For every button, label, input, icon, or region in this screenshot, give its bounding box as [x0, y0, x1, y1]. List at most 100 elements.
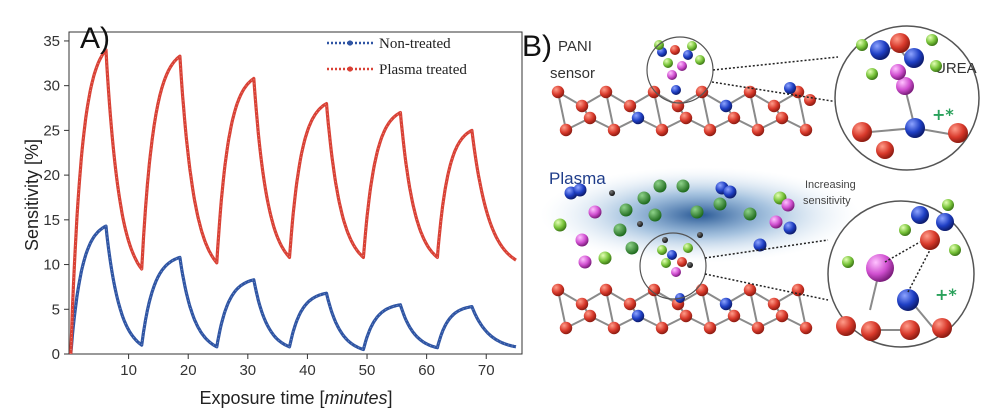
- series-dots-non-treated: [70, 225, 517, 355]
- bond: [605, 289, 615, 329]
- y-tick-label: 20: [43, 167, 60, 184]
- red-atom: [647, 85, 661, 99]
- x-axis-title-main: Exposure time [: [199, 388, 324, 408]
- red-atom: [948, 123, 968, 143]
- x-axis-title: Exposure time [minutes]: [199, 388, 392, 408]
- green-atom: [926, 34, 938, 46]
- red-atom: [900, 320, 920, 340]
- red-atom: [599, 85, 613, 99]
- legend-label-non-treated: Non-treated: [379, 36, 451, 52]
- red-atom: [607, 123, 621, 137]
- green-atom: [930, 60, 942, 72]
- red-atom: [559, 123, 573, 137]
- y-tick-label: 30: [43, 78, 60, 95]
- legend: Non-treated Plasma treated: [327, 36, 467, 78]
- sensitivity-chart: 0 5 10 15 20 25 30 35 10 20 30 40 50 60 70 A) Sensiti…: [22, 22, 523, 408]
- blue-atom: [870, 40, 890, 60]
- y-tick-label: 35: [43, 33, 60, 50]
- red-atom: [751, 123, 765, 137]
- red-atom: [703, 123, 717, 137]
- blue-atom: [683, 50, 693, 60]
- bond: [653, 91, 663, 131]
- dark-green-atom: [653, 179, 667, 193]
- green-atom: [553, 218, 567, 232]
- x-tick-label: 10: [120, 362, 137, 379]
- x-tick-label: 60: [418, 362, 435, 379]
- y-tick-label: 0: [52, 346, 60, 363]
- red-atom: [599, 283, 613, 297]
- red-atom: [743, 283, 757, 297]
- red-atom: [647, 283, 661, 297]
- green-atom: [663, 58, 673, 68]
- red-atom: [775, 309, 789, 323]
- sensor-label: sensor: [550, 65, 595, 82]
- red-atom: [861, 321, 881, 341]
- green-atom: [661, 258, 671, 268]
- zoom-top-content: +*: [852, 33, 968, 159]
- urea-label: UREA: [935, 60, 977, 77]
- increasing-label: Increasing: [805, 179, 856, 191]
- red-atom: [836, 316, 856, 336]
- dark-green-atom: [625, 241, 639, 255]
- series-layer: [69, 48, 517, 355]
- sensitivity-label: sensitivity: [803, 195, 851, 207]
- green-atom: [683, 243, 693, 253]
- magenta-atom: [677, 61, 687, 71]
- red-atom: [623, 297, 637, 311]
- red-atom: [655, 321, 669, 335]
- red-atom: [751, 321, 765, 335]
- magenta-atom: [890, 64, 906, 80]
- dark-green-atom: [613, 223, 627, 237]
- x-axis-title-end: ]: [388, 388, 393, 408]
- red-atom: [727, 309, 741, 323]
- blue-atom: [631, 111, 645, 125]
- plot-frame: [68, 31, 523, 355]
- red-atom: [932, 318, 952, 338]
- magenta-atom: [671, 267, 681, 277]
- blue-atom: [783, 221, 797, 235]
- blue-atom: [671, 85, 681, 95]
- legend-marker-plasma-treated: [347, 66, 353, 72]
- plasma-particles: [553, 179, 797, 303]
- red-atom: [791, 283, 805, 297]
- red-atom: [583, 309, 597, 323]
- red-atom: [695, 85, 709, 99]
- legend-marker-non-treated: [347, 40, 353, 46]
- bond: [797, 91, 807, 131]
- red-atom: [679, 111, 693, 125]
- red-atom: [671, 99, 685, 113]
- blue-atom: [719, 99, 733, 113]
- green-atom: [866, 68, 878, 80]
- green-atom: [942, 199, 954, 211]
- red-atom: [920, 230, 940, 250]
- x-axis-ticks: 10 20 30 40 50 60 70: [120, 354, 495, 379]
- y-tick-label: 10: [43, 257, 60, 274]
- red-atom: [677, 257, 687, 267]
- blue-atom: [667, 250, 677, 260]
- dark-green-atom: [648, 208, 662, 222]
- bond: [749, 91, 759, 131]
- red-atom: [695, 283, 709, 297]
- red-atom: [743, 85, 757, 99]
- blue-atom: [936, 213, 954, 231]
- h-bond: [884, 241, 921, 263]
- dark-atom: [637, 221, 643, 227]
- y-tick-label: 25: [43, 122, 60, 139]
- red-atom: [670, 45, 680, 55]
- magenta-atom: [575, 233, 589, 247]
- blue-atom: [897, 289, 919, 311]
- red-atom: [655, 123, 669, 137]
- red-atom: [575, 297, 589, 311]
- dark-atom: [697, 232, 703, 238]
- red-atom: [559, 321, 573, 335]
- dark-green-atom: [619, 203, 633, 217]
- red-atom: [799, 123, 813, 137]
- y-axis-title: Sensitivity [%]: [22, 139, 42, 251]
- series-line-plasma-treated: [69, 48, 517, 355]
- blue-atom: [719, 297, 733, 311]
- charge-symbol-bottom: +*: [935, 285, 957, 304]
- red-atom: [623, 99, 637, 113]
- magenta-atom: [769, 215, 783, 229]
- bond: [701, 289, 711, 329]
